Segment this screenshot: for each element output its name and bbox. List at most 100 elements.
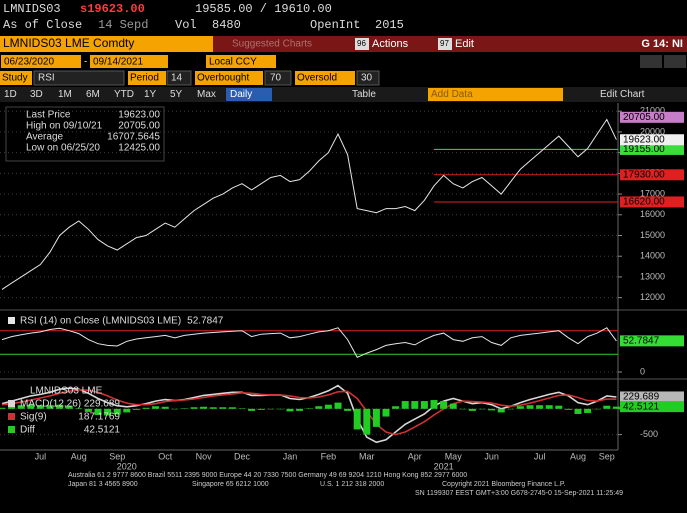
legend-stat-label: High on 09/10/21 bbox=[26, 121, 103, 132]
end-date: 09/14/2021 bbox=[93, 57, 143, 68]
diff-bar bbox=[603, 405, 611, 409]
diff-bar bbox=[305, 408, 313, 409]
range-button[interactable]: 5Y bbox=[170, 89, 183, 100]
table-button[interactable]: Table bbox=[352, 89, 376, 100]
legend-swatch bbox=[8, 400, 15, 407]
study-label: Study bbox=[2, 73, 28, 84]
range-bar bbox=[0, 87, 687, 102]
level-label: 20705.00 bbox=[623, 112, 665, 123]
y-tick-label: 16000 bbox=[640, 209, 665, 219]
volume: 8480 bbox=[212, 18, 241, 32]
last-price: s19623.00 bbox=[80, 2, 145, 16]
diff-bar bbox=[526, 405, 534, 409]
diff-bar bbox=[459, 408, 467, 410]
legend-series: Diff bbox=[20, 425, 35, 436]
x-tick-label: Mar bbox=[359, 451, 375, 461]
level-label: 17930.00 bbox=[623, 169, 665, 180]
range-button[interactable]: 1Y bbox=[144, 89, 157, 100]
legend-series: MACD(12,26) bbox=[20, 399, 81, 410]
y-tick-label: 12000 bbox=[640, 292, 665, 302]
diff-bar bbox=[75, 408, 83, 409]
diff-bar bbox=[180, 408, 188, 409]
diff-bar bbox=[488, 408, 496, 411]
diff-bar bbox=[200, 406, 208, 409]
undo-button[interactable] bbox=[640, 55, 662, 68]
diff-bar bbox=[152, 406, 160, 409]
range-buttons: 1D 3D 1M 6M YTD 1Y 5Y Max bbox=[4, 89, 216, 100]
currency-box[interactable] bbox=[206, 55, 276, 68]
diff-bar bbox=[545, 405, 553, 409]
x-tick-label: Oct bbox=[158, 451, 173, 461]
diff-bar bbox=[46, 405, 54, 409]
diff-bar bbox=[507, 408, 515, 410]
security-box[interactable] bbox=[0, 36, 213, 52]
diff-bar bbox=[276, 408, 284, 410]
diff-bar bbox=[497, 408, 505, 413]
oversold-label-box bbox=[295, 71, 355, 85]
y-tick-label: -500 bbox=[640, 429, 658, 439]
x-tick-label: Jan bbox=[283, 451, 298, 461]
range-button[interactable]: 6M bbox=[86, 89, 100, 100]
oversold-label: Oversold bbox=[297, 73, 337, 84]
diff-bar bbox=[449, 403, 457, 409]
diff-bar bbox=[65, 405, 73, 409]
study: RSI bbox=[38, 73, 55, 84]
period-box[interactable] bbox=[166, 70, 192, 86]
x-tick-label: Apr bbox=[408, 451, 422, 461]
range-button[interactable]: 3D bbox=[30, 89, 43, 100]
level-tag bbox=[620, 143, 684, 155]
footer-japan: Japan 81 3 4565 8900 bbox=[68, 481, 138, 488]
level-label: 16620.00 bbox=[623, 197, 665, 208]
legend-series: Last Price bbox=[26, 110, 71, 121]
diff-bar bbox=[132, 408, 140, 410]
legend-swatch bbox=[8, 426, 15, 433]
diff-bar bbox=[257, 408, 265, 410]
edit-menu[interactable]: Edit bbox=[455, 38, 474, 50]
diff-bar bbox=[56, 404, 64, 409]
legend-stat-label: Low on 06/25/20 bbox=[26, 143, 100, 154]
volume-label: Vol bbox=[175, 18, 197, 32]
y-tick-label: 21000 bbox=[640, 106, 665, 116]
level-tag bbox=[620, 111, 684, 123]
actions-menu[interactable]: Actions bbox=[372, 38, 409, 50]
diff-bar bbox=[36, 405, 44, 409]
legend-value: 187.1769 bbox=[78, 412, 120, 423]
start-date-box[interactable] bbox=[1, 55, 81, 68]
series-line bbox=[1, 118, 617, 290]
suggested-charts[interactable]: Suggested Charts bbox=[232, 39, 312, 50]
redo-button[interactable] bbox=[664, 55, 686, 68]
date-separator: - bbox=[84, 57, 87, 68]
diff-bar bbox=[209, 407, 217, 409]
diff-bar bbox=[334, 402, 342, 409]
overbought-box[interactable] bbox=[264, 70, 292, 86]
last-value-tag bbox=[620, 391, 684, 403]
diff-bar bbox=[574, 408, 582, 414]
x-tick-label: Nov bbox=[196, 451, 213, 461]
diff-bar bbox=[123, 408, 131, 413]
y-tick-label: 17000 bbox=[640, 188, 665, 198]
last-value-tag bbox=[620, 335, 684, 347]
study-box[interactable] bbox=[33, 70, 125, 86]
frequency-box[interactable] bbox=[226, 88, 272, 101]
range-button[interactable]: 1M bbox=[58, 89, 72, 100]
x-year-label: 2020 bbox=[117, 461, 137, 471]
x-tick-label: Aug bbox=[570, 451, 586, 461]
diff-bar bbox=[612, 406, 620, 409]
start-date: 06/23/2020 bbox=[4, 57, 54, 68]
end-date-box[interactable] bbox=[90, 55, 168, 68]
range-button[interactable]: YTD bbox=[114, 89, 134, 100]
x-tick-label: May bbox=[445, 451, 463, 461]
footer-singapore: Singapore 65 6212 1000 bbox=[192, 481, 269, 488]
level-tag bbox=[620, 196, 684, 208]
add-data-box[interactable] bbox=[428, 88, 563, 101]
legend-stat-value: 12425.00 bbox=[118, 143, 160, 154]
range-button[interactable]: Max bbox=[197, 89, 216, 100]
actions-num-box bbox=[355, 38, 369, 50]
range-button[interactable]: 1D bbox=[4, 89, 17, 100]
oversold-box[interactable] bbox=[356, 70, 380, 86]
diff-bar bbox=[171, 408, 179, 410]
footer-contacts: Australia 61 2 9777 8600 Brazil 5511 239… bbox=[68, 472, 467, 479]
y-tick-label: 20000 bbox=[640, 126, 665, 136]
overbought: 70 bbox=[270, 73, 282, 84]
edit-chart-button[interactable]: Edit Chart bbox=[600, 89, 645, 100]
